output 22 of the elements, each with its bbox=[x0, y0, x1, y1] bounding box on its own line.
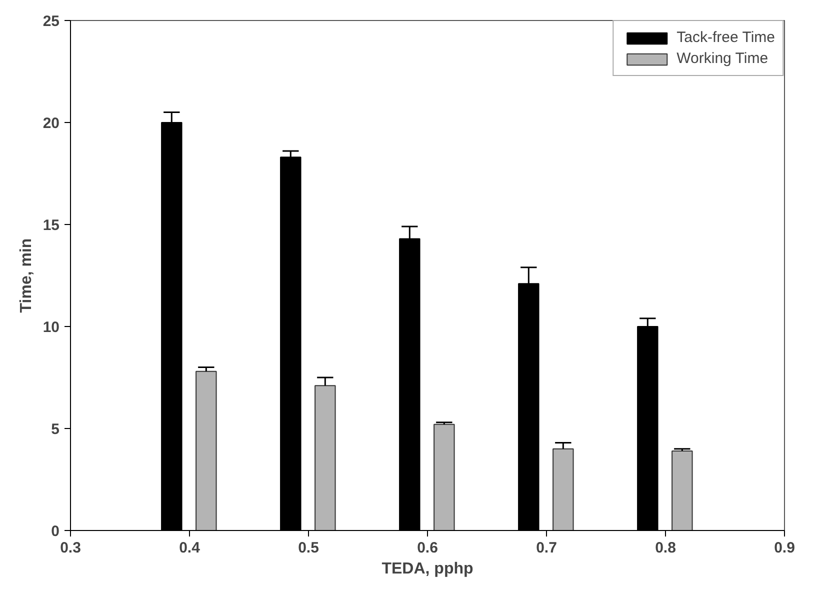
bar bbox=[672, 450, 693, 530]
x-tick-label: 0.3 bbox=[60, 540, 81, 556]
y-tick-label: 0 bbox=[51, 523, 60, 540]
bar bbox=[196, 370, 217, 530]
x-tick-label: 0.7 bbox=[536, 540, 557, 556]
bar bbox=[434, 424, 455, 530]
x-tick-label: 0.9 bbox=[774, 540, 795, 556]
y-axis-title: Time, min bbox=[18, 238, 35, 313]
x-tick-label: 0.5 bbox=[298, 540, 319, 556]
bar bbox=[314, 385, 336, 530]
y-tick-label: 5 bbox=[51, 421, 60, 438]
x-tick-label: 0.6 bbox=[417, 540, 438, 556]
y-tick-label: 25 bbox=[42, 13, 60, 30]
legend-label: Tack-free Time bbox=[676, 29, 775, 46]
bar bbox=[552, 448, 574, 530]
legend-label: Working Time bbox=[676, 50, 768, 67]
y-tick-label: 15 bbox=[42, 217, 60, 234]
x-tick-label: 0.8 bbox=[655, 540, 676, 556]
x-tick-label: 0.4 bbox=[179, 540, 201, 556]
x-axis-title: TEDA, pphp bbox=[382, 560, 474, 578]
y-tick-label: 20 bbox=[42, 115, 60, 132]
y-tick-label: 10 bbox=[42, 319, 60, 336]
